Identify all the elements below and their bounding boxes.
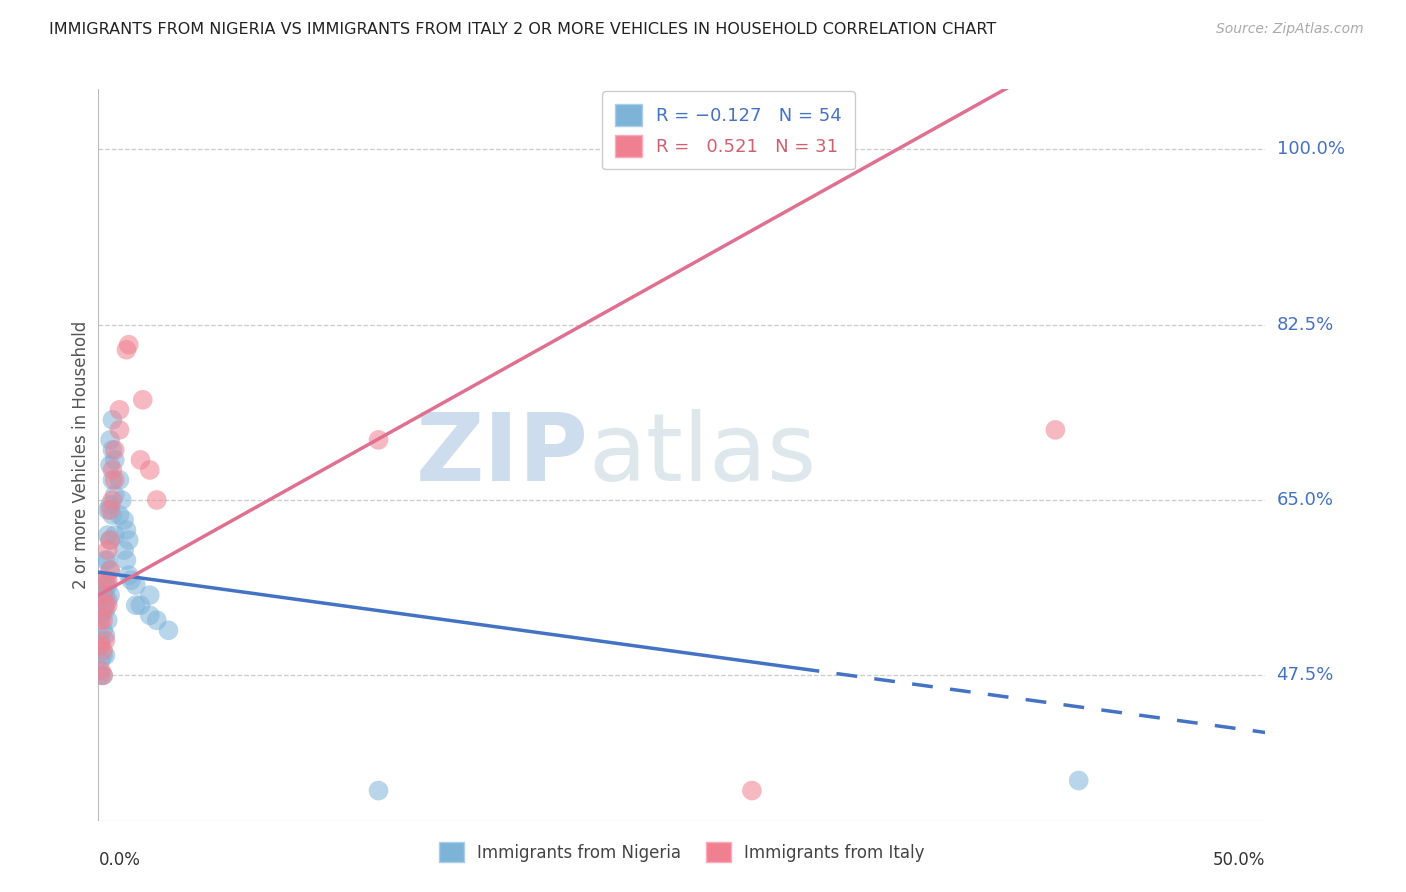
Point [94, 573, 117, 587]
Point [90, 664, 112, 678]
Point [91, 643, 114, 657]
Point [146, 613, 169, 627]
Point [108, 508, 131, 522]
Point [108, 402, 131, 417]
Point [101, 442, 124, 457]
Point [97, 613, 120, 627]
Point [129, 598, 152, 612]
Point [118, 337, 141, 351]
Point [91, 668, 114, 682]
Text: atlas: atlas [589, 409, 817, 501]
Point [112, 543, 135, 558]
Point [157, 624, 180, 638]
Point [91, 668, 114, 682]
Y-axis label: 2 or more Vehicles in Household: 2 or more Vehicles in Household [72, 321, 90, 589]
Point [97, 598, 120, 612]
Point [94, 648, 117, 663]
Point [104, 488, 127, 502]
Point [104, 453, 127, 467]
Point [108, 423, 131, 437]
Point [98, 588, 121, 602]
Text: 0.0%: 0.0% [98, 851, 141, 869]
Point [118, 568, 141, 582]
Point [94, 628, 117, 642]
Point [90, 668, 112, 682]
Point [98, 533, 121, 547]
Point [1045, 423, 1067, 437]
Point [108, 473, 131, 487]
Point [91, 613, 114, 627]
Point [120, 573, 142, 587]
Point [91, 573, 114, 587]
Point [101, 413, 124, 427]
Point [104, 442, 127, 457]
Point [91, 588, 114, 602]
Point [139, 608, 162, 623]
Point [98, 563, 121, 577]
Point [101, 508, 124, 522]
Point [101, 493, 124, 508]
Point [94, 603, 117, 617]
Point [111, 493, 134, 508]
Point [101, 473, 124, 487]
Point [98, 503, 121, 517]
Point [91, 603, 114, 617]
Point [118, 533, 141, 547]
Point [90, 653, 112, 667]
Point [1067, 773, 1090, 788]
Text: 50.0%: 50.0% [1213, 851, 1265, 869]
Point [94, 578, 117, 592]
Point [741, 783, 763, 797]
Point [94, 633, 117, 648]
Point [90, 633, 112, 648]
Text: 100.0%: 100.0% [1277, 140, 1344, 158]
Text: 82.5%: 82.5% [1277, 316, 1334, 334]
Point [97, 553, 120, 567]
Point [115, 523, 138, 537]
Point [132, 392, 155, 407]
Text: 47.5%: 47.5% [1277, 666, 1334, 684]
Point [98, 533, 121, 547]
Text: Source: ZipAtlas.com: Source: ZipAtlas.com [1216, 22, 1364, 37]
Text: ZIP: ZIP [416, 409, 589, 501]
Point [94, 588, 117, 602]
Point [98, 433, 121, 447]
Point [98, 458, 121, 472]
Point [91, 648, 114, 663]
Point [98, 498, 121, 512]
Point [97, 503, 120, 517]
Point [90, 608, 112, 623]
Point [94, 598, 117, 612]
Point [97, 573, 120, 587]
Point [129, 453, 152, 467]
Text: 65.0%: 65.0% [1277, 491, 1333, 509]
Point [91, 624, 114, 638]
Point [104, 528, 127, 542]
Point [90, 613, 112, 627]
Point [146, 493, 169, 508]
Point [91, 588, 114, 602]
Point [125, 598, 148, 612]
Point [367, 783, 389, 797]
Point [139, 463, 162, 477]
Point [104, 473, 127, 487]
Point [112, 513, 135, 527]
Point [97, 578, 120, 592]
Point [367, 433, 389, 447]
Legend: Immigrants from Nigeria, Immigrants from Italy: Immigrants from Nigeria, Immigrants from… [430, 834, 934, 871]
Point [97, 593, 120, 607]
Text: IMMIGRANTS FROM NIGERIA VS IMMIGRANTS FROM ITALY 2 OR MORE VEHICLES IN HOUSEHOLD: IMMIGRANTS FROM NIGERIA VS IMMIGRANTS FR… [49, 22, 997, 37]
Point [98, 563, 121, 577]
Point [139, 588, 162, 602]
Point [94, 553, 117, 567]
Point [125, 578, 148, 592]
Point [97, 528, 120, 542]
Point [90, 638, 112, 652]
Point [115, 343, 138, 357]
Point [97, 543, 120, 558]
Point [115, 553, 138, 567]
Point [101, 463, 124, 477]
